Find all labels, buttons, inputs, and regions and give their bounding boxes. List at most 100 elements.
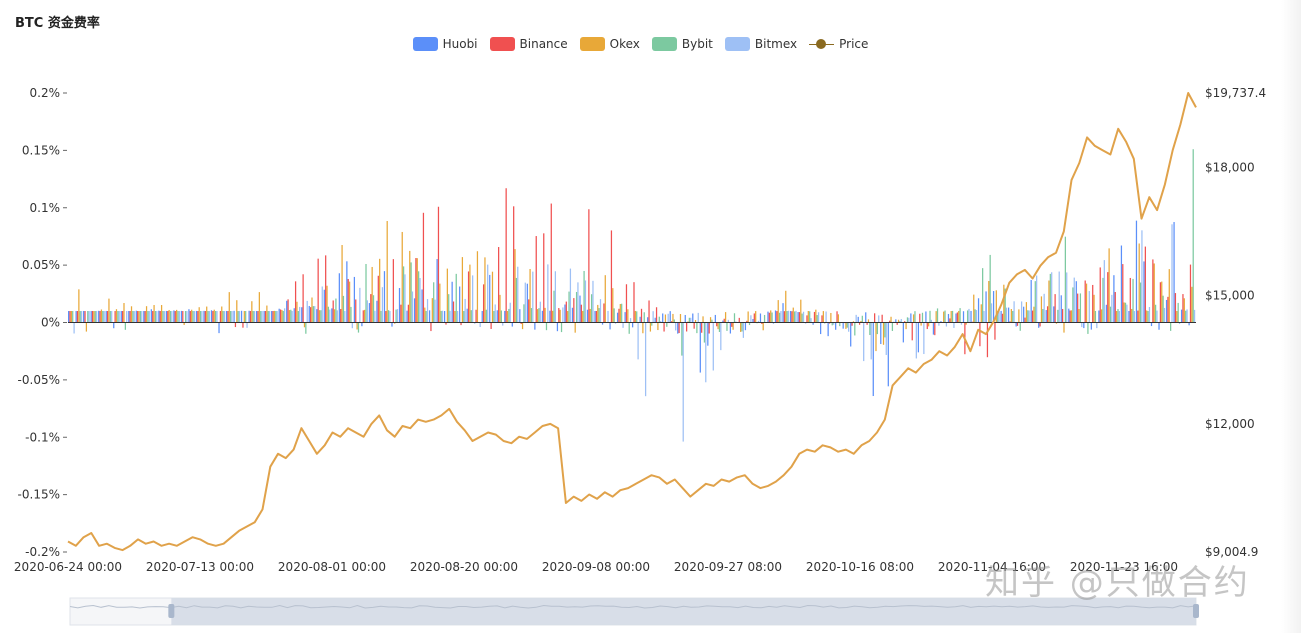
bar-bitmex [547, 264, 549, 323]
bar-okex [409, 250, 411, 323]
bar-binance [152, 311, 154, 323]
legend-item-binance[interactable]: Binance [489, 37, 568, 51]
bar-binance [1024, 317, 1026, 323]
bar-huobi [977, 298, 980, 323]
legend-item-price[interactable]: Price [809, 37, 868, 51]
bar-okex [935, 311, 937, 323]
bar-binance [189, 311, 191, 323]
bar-binance [1099, 267, 1101, 323]
legend-item-huobi[interactable]: Huobi [412, 37, 478, 51]
bar-binance [69, 311, 71, 323]
bar-okex [85, 322, 88, 332]
bar-binance [1092, 284, 1094, 323]
bar-binance [693, 322, 695, 329]
bar-bitmex [622, 322, 624, 328]
legend-item-bitmex[interactable]: Bitmex [724, 37, 798, 51]
bar-bybit [545, 322, 548, 331]
bar-huobi [338, 273, 340, 323]
bar-bybit [327, 306, 330, 323]
bar-bybit [846, 322, 848, 328]
bar-binance [1114, 292, 1116, 323]
x-tick-label: 2020-07-13 00:00 [146, 560, 254, 574]
bar-huobi [1158, 322, 1160, 330]
bar-binance [603, 303, 605, 323]
bar-okex [1025, 302, 1028, 323]
bar-bitmex [1028, 310, 1030, 323]
bar-binance [475, 309, 477, 323]
bar-bitmex [426, 299, 429, 323]
bar-binance [1009, 321, 1011, 323]
zoom-window[interactable] [171, 598, 1197, 625]
bar-binance [513, 206, 515, 323]
bar-bitmex [1020, 301, 1023, 323]
zoom-slider[interactable] [69, 597, 1199, 626]
bar-bitmex [705, 322, 707, 383]
bar-binance [422, 212, 425, 323]
bar-huobi [917, 322, 920, 353]
bar-huobi [759, 313, 762, 323]
bar-huobi [203, 310, 205, 323]
bar-bybit [929, 310, 931, 323]
bar-okex [807, 311, 809, 323]
bar-bitmex [396, 309, 399, 323]
bar-binance [197, 311, 199, 323]
bar-okex [153, 305, 155, 323]
bar-huobi [865, 312, 867, 323]
bar-huobi [714, 314, 716, 323]
bar-bybit [718, 322, 721, 332]
bar-okex [732, 322, 734, 330]
bar-okex [1191, 286, 1193, 323]
bar-binance [144, 311, 146, 323]
bar-binance [686, 322, 688, 332]
zoom-handle-end[interactable] [1193, 604, 1199, 618]
bar-okex [379, 258, 381, 323]
bar-huobi [459, 286, 461, 323]
bar-bitmex [667, 313, 669, 323]
bar-bybit [350, 306, 352, 323]
y-left-tick-label: -0.15% [18, 488, 60, 502]
bar-bybit [470, 310, 472, 323]
bar-huobi [662, 313, 664, 323]
bar-huobi [1173, 222, 1175, 323]
bar-okex [800, 299, 802, 323]
bar-huobi [1075, 281, 1077, 323]
bar-binance [520, 322, 522, 324]
bar-okex [1010, 309, 1012, 323]
bar-binance [904, 321, 906, 323]
bar-okex [1100, 309, 1103, 323]
bar-binance [1046, 306, 1049, 323]
bar-huobi [331, 308, 333, 323]
bar-bybit [560, 322, 563, 333]
bar-okex [882, 322, 885, 345]
bar-binance [347, 278, 349, 323]
bar-bitmex [757, 320, 760, 323]
bar-bybit [951, 310, 954, 323]
y-left-tick-label: 0.05% [22, 258, 60, 272]
bar-okex [777, 300, 779, 323]
bar-binance [99, 311, 101, 323]
bar-okex [867, 319, 870, 323]
bar-bitmex [720, 322, 722, 351]
bar-bitmex [208, 311, 211, 323]
bar-binance [821, 315, 823, 323]
bar-huobi [1015, 322, 1017, 327]
bar-binance [340, 309, 342, 323]
bar-bybit [733, 313, 736, 323]
legend-label: Bitmex [754, 37, 798, 51]
bar-bybit [290, 309, 292, 323]
bar-bybit [809, 311, 811, 323]
legend-item-bybit[interactable]: Bybit [651, 37, 713, 51]
bar-bitmex [456, 311, 459, 323]
bar-bitmex [795, 310, 797, 323]
bar-okex [642, 322, 644, 334]
bar-bybit [590, 294, 593, 323]
bar-huobi [586, 309, 589, 323]
legend-swatch-bitmex [724, 37, 750, 51]
bar-okex [770, 310, 772, 323]
bar-huobi [346, 261, 348, 323]
bar-huobi [1098, 310, 1100, 323]
zoom-handle-start[interactable] [168, 604, 175, 618]
y-left-tick-label: -0.05% [18, 373, 60, 387]
bar-binance [535, 236, 537, 323]
legend-item-okex[interactable]: Okex [579, 37, 640, 51]
